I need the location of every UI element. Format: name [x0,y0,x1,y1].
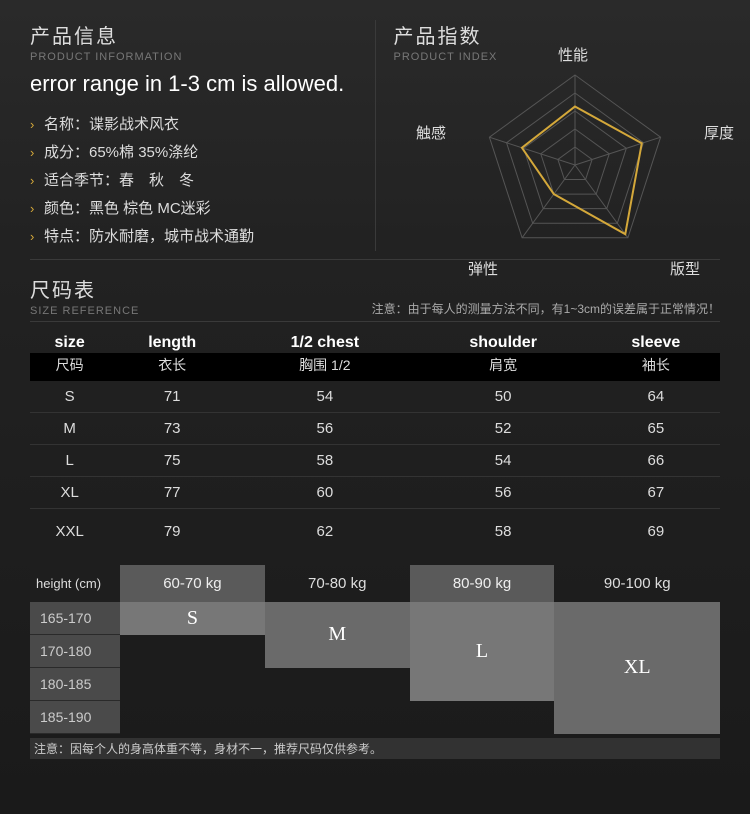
height-row: 170-180 [30,635,120,668]
weight-col: 60-70 kg [120,565,265,602]
size-reference-section: 尺码表 SIZE REFERENCE 注意：由于每人的测量方法不同，有1~3cm… [30,274,720,759]
rec-size-s: S [120,602,265,635]
size-cell: 66 [592,445,720,477]
info-item: 特点：防水耐磨，城市战术通勤 [30,223,357,251]
size-cell: 69 [592,509,720,548]
size-cell: 50 [415,381,592,413]
info-item: 颜色：黑色 棕色 MC迷彩 [30,195,357,223]
index-heading-cn: 产品指数 [394,20,721,49]
info-list: 名称：谍影战术风衣 成分：65%棉 35%涤纶 适合季节：春 秋 冬 颜色：黑色… [30,111,357,251]
size-cell: 71 [109,381,235,413]
size-cell: 56 [235,413,415,445]
radar-axis-label: 性能 [558,44,588,65]
info-item: 成分：65%棉 35%涤纶 [30,139,357,167]
recommend-footnote: 注意：因每个人的身高体重不等，身材不一，推荐尺码仅供参考。 [30,738,720,759]
height-label: height (cm) [30,565,120,602]
weight-col: 90-100 kg [554,565,720,602]
size-cell: 60 [235,477,415,509]
size-cell: 62 [235,509,415,548]
rec-size-xl: XL [554,602,720,734]
info-heading-en: PRODUCT INFORMATION [30,51,357,63]
vertical-divider [375,20,376,251]
size-cell: 56 [415,477,592,509]
info-item: 适合季节：春 秋 冬 [30,167,357,195]
height-row: 180-185 [30,668,120,701]
size-cell: 75 [109,445,235,477]
size-cell: 73 [109,413,235,445]
radar-axis-label: 触感 [416,122,446,143]
size-cell: 58 [415,509,592,548]
size-col-en: 1/2 chest [235,330,415,353]
size-table: size length 1/2 chest shoulder sleeve 尺码… [30,330,720,547]
size-cell: 77 [109,477,235,509]
size-heading-cn: 尺码表 [30,274,139,303]
size-cell: 52 [415,413,592,445]
size-cell: 64 [592,381,720,413]
product-spec-card: 产品信息 PRODUCT INFORMATION error range in … [0,0,750,814]
size-cell: M [30,413,109,445]
size-heading-en: SIZE REFERENCE [30,305,139,317]
size-cell: 79 [109,509,235,548]
size-col-en: shoulder [415,330,592,353]
info-heading-cn: 产品信息 [30,20,357,49]
rec-size-m: M [265,602,410,668]
size-col-cn: 尺码 [30,353,109,381]
size-col-cn: 衣长 [109,353,235,381]
radar-axis-label: 版型 [670,258,700,279]
size-col-en: size [30,330,109,353]
height-row: 165-170 [30,602,120,635]
recommend-table: height (cm) 60-70 kg 70-80 kg 80-90 kg 9… [30,565,720,734]
size-cell: 54 [415,445,592,477]
radar-chart: 性能 厚度 版型 弹性 触感 [420,50,730,275]
size-cell: 65 [592,413,720,445]
size-cell: L [30,445,109,477]
radar-axis-label: 厚度 [704,122,734,143]
weight-col: 80-90 kg [410,565,555,602]
top-section: 产品信息 PRODUCT INFORMATION error range in … [30,20,720,260]
size-col-en: length [109,330,235,353]
weight-col: 70-80 kg [265,565,410,602]
size-cell: 67 [592,477,720,509]
size-cell: S [30,381,109,413]
height-row: 185-190 [30,701,120,734]
radar-axis-label: 弹性 [468,258,498,279]
size-cell: XL [30,477,109,509]
size-cell: XXL [30,509,109,548]
size-col-en: sleeve [592,330,720,353]
size-cell: 58 [235,445,415,477]
product-index-column: 产品指数 PRODUCT INDEX 性能 厚度 版型 弹性 触感 [394,20,721,251]
size-cell: 54 [235,381,415,413]
error-range-note: error range in 1-3 cm is allowed. [30,71,357,97]
size-col-cn: 肩宽 [415,353,592,381]
size-col-cn: 袖长 [592,353,720,381]
info-item: 名称：谍影战术风衣 [30,111,357,139]
size-note: 注意：由于每人的测量方法不同，有1~3cm的误差属于正常情况！ [372,300,720,317]
product-info-column: 产品信息 PRODUCT INFORMATION error range in … [30,20,357,251]
rec-size-l: L [410,602,555,701]
size-col-cn: 胸围 1/2 [235,353,415,381]
